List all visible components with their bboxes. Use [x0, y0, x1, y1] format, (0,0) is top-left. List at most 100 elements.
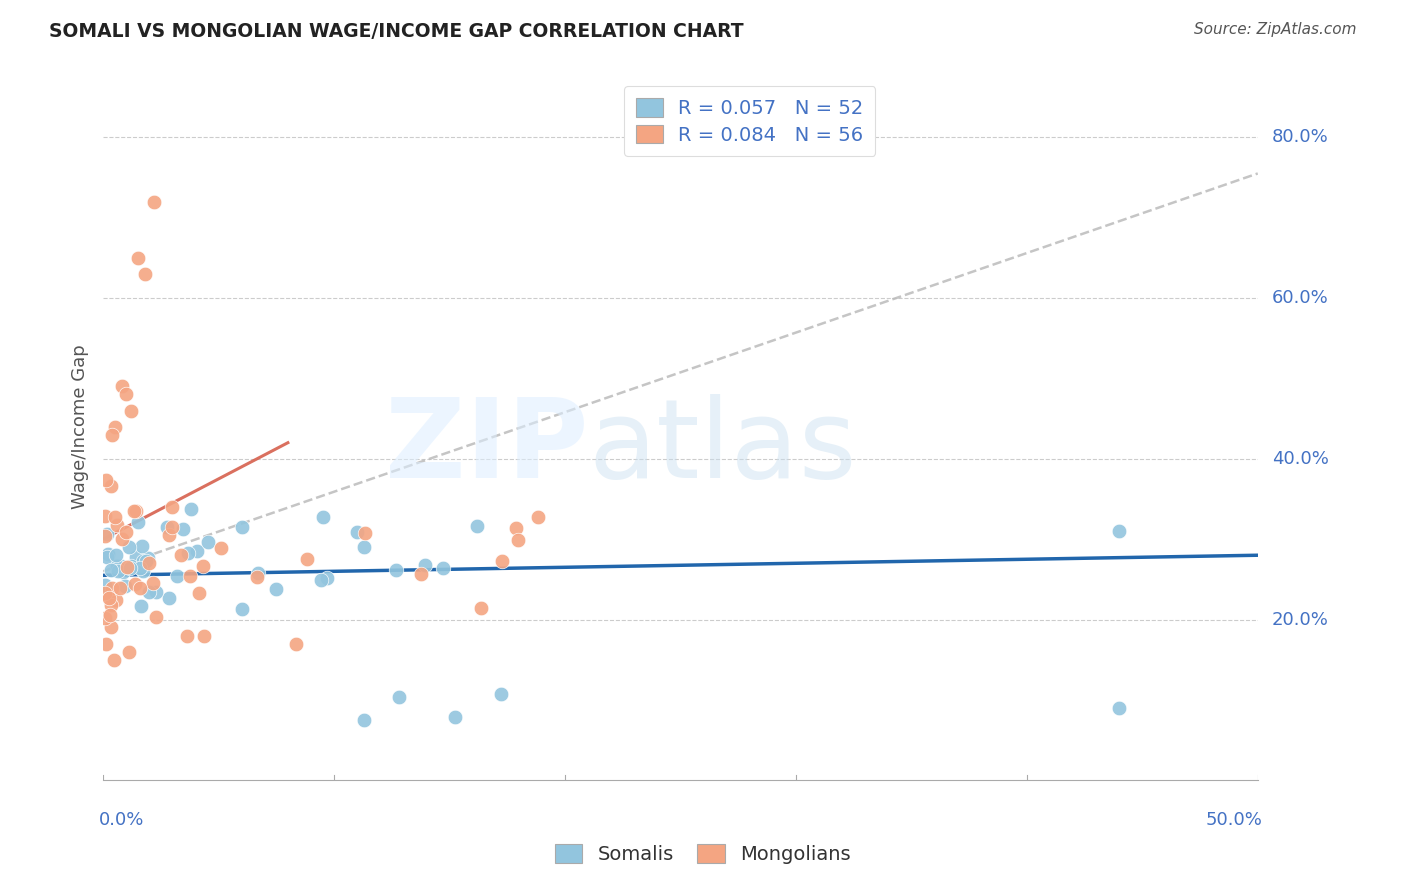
Point [138, 556, 160, 570]
Point [120, 403, 142, 417]
Point [96, 550, 118, 565]
Point [157, 528, 180, 542]
Point [100, 479, 122, 493]
Point [108, 581, 131, 595]
Point [489, 687, 512, 701]
Point [131, 539, 153, 553]
Point [432, 561, 454, 575]
Point [465, 519, 488, 533]
Point [388, 690, 411, 705]
Point [111, 532, 134, 546]
Point [353, 540, 375, 554]
Point [284, 637, 307, 651]
Point [105, 558, 128, 573]
Legend: R = 0.057   N = 52, R = 0.084   N = 56: R = 0.057 N = 52, R = 0.084 N = 56 [624, 87, 876, 156]
Point [110, 559, 132, 574]
Point [118, 561, 141, 575]
Point [105, 593, 128, 607]
Point [107, 564, 129, 578]
Point [94, 637, 117, 651]
Point [100, 620, 122, 634]
Point [409, 567, 432, 582]
Text: 50.0%: 50.0% [1205, 811, 1263, 829]
Point [160, 500, 183, 514]
Point [135, 554, 157, 568]
Point [145, 610, 167, 624]
Point [128, 561, 150, 575]
Point [124, 576, 146, 591]
Point [104, 509, 127, 524]
Point [127, 516, 149, 530]
Point [264, 582, 287, 596]
Point [111, 565, 134, 579]
Point [157, 591, 180, 605]
Point [110, 379, 132, 393]
Point [444, 709, 467, 723]
Point [295, 552, 318, 566]
Point [94, 585, 117, 599]
Point [231, 520, 253, 534]
Point [191, 559, 214, 574]
Point [176, 546, 198, 560]
Point [197, 534, 219, 549]
Point [353, 713, 375, 727]
Point [316, 570, 339, 584]
Point [142, 576, 165, 591]
Point [505, 521, 527, 535]
Point [1108, 701, 1130, 715]
Point [145, 585, 167, 599]
Point [94, 529, 117, 543]
Text: 80.0%: 80.0% [1271, 128, 1329, 146]
Point [105, 548, 128, 562]
Point [170, 548, 193, 562]
Point [470, 601, 492, 615]
Text: ZIP: ZIP [385, 394, 588, 501]
Point [117, 559, 139, 574]
Y-axis label: Wage/Income Gap: Wage/Income Gap [72, 344, 89, 509]
Point [385, 564, 408, 578]
Point [129, 599, 152, 614]
Point [122, 503, 145, 517]
Point [172, 522, 194, 536]
Point [527, 509, 550, 524]
Text: 60.0%: 60.0% [1271, 289, 1329, 307]
Point [138, 584, 160, 599]
Point [118, 541, 141, 555]
Legend: Somalis, Mongolians: Somalis, Mongolians [547, 836, 859, 871]
Point [186, 544, 208, 558]
Point [193, 629, 215, 643]
Point [100, 563, 122, 577]
Point [115, 524, 138, 539]
Point [312, 510, 335, 524]
Point [98, 591, 121, 606]
Point [100, 598, 122, 612]
Point [94, 611, 117, 625]
Point [118, 645, 141, 659]
Text: atlas: atlas [588, 394, 856, 501]
Point [180, 502, 202, 516]
Point [246, 566, 269, 580]
Text: SOMALI VS MONGOLIAN WAGE/INCOME GAP CORRELATION CHART: SOMALI VS MONGOLIAN WAGE/INCOME GAP CORR… [49, 22, 744, 41]
Point [188, 586, 211, 600]
Point [209, 541, 232, 555]
Point [98, 608, 121, 623]
Point [120, 558, 142, 573]
Point [97, 547, 120, 561]
Point [94, 578, 117, 592]
Point [136, 550, 159, 565]
Point [506, 533, 529, 547]
Text: 0.0%: 0.0% [98, 811, 143, 829]
Text: Source: ZipAtlas.com: Source: ZipAtlas.com [1194, 22, 1357, 37]
Point [125, 549, 148, 564]
Text: 40.0%: 40.0% [1271, 450, 1329, 467]
Point [346, 524, 368, 539]
Point [94, 508, 117, 523]
Point [176, 629, 198, 643]
Point [142, 194, 165, 209]
Point [104, 419, 127, 434]
Point [132, 554, 155, 568]
Point [156, 520, 179, 534]
Point [1108, 524, 1130, 538]
Text: 20.0%: 20.0% [1271, 610, 1329, 629]
Point [354, 525, 377, 540]
